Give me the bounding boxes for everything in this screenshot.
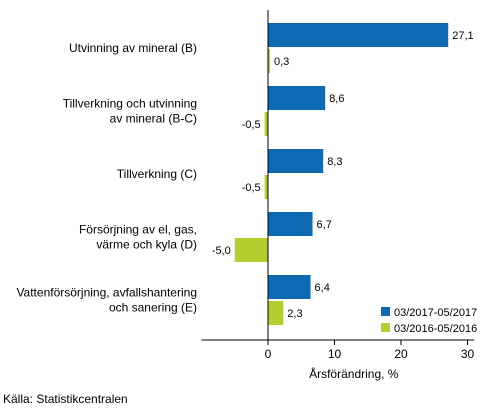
x-axis-ticks: 0 10 20 30	[265, 340, 475, 361]
legend-label: 03/2017-05/2017	[394, 307, 477, 319]
bar-series-2016	[264, 175, 268, 199]
data-label: -0,5	[242, 119, 261, 131]
category-label: Vattenförsörjning, avfallshantering och s…	[16, 286, 197, 315]
x-tick-label: 30	[461, 347, 475, 361]
x-tick-label: 0	[265, 347, 272, 361]
data-label: 8,3	[327, 156, 342, 168]
bar-series-2016	[264, 112, 268, 136]
legend-swatch	[381, 323, 390, 332]
data-label: 6,4	[315, 282, 330, 294]
category-label: Utvinning av mineral (B)	[69, 41, 197, 55]
category-label: Försörjning av el, gas, värme och kyla (D…	[79, 223, 197, 252]
bars-layer: 27,1 0,3 8,6 -0,5 8,3 -0,5 6,7 -5,0 6,4 2,3	[212, 23, 474, 325]
legend-swatch	[381, 307, 390, 316]
bar-series-2017	[268, 212, 313, 236]
bar-series-2017	[268, 23, 449, 47]
category-labels: Utvinning av mineral (B) Tillverkning och…	[16, 41, 197, 315]
data-label: 6,7	[317, 219, 332, 231]
x-tick-label: 10	[328, 347, 342, 361]
source-note: Källa: Statistikcentralen	[3, 392, 128, 406]
data-label: -5,0	[212, 245, 231, 257]
bar-series-2016	[268, 49, 270, 73]
category-label-line: Vattenförsörjning, avfallshantering	[16, 286, 197, 300]
data-label: 8,6	[329, 93, 344, 105]
bar-series-2017	[268, 86, 326, 110]
data-label: 2,3	[287, 308, 302, 320]
category-label-line: Försörjning av el, gas,	[79, 223, 197, 237]
bar-series-2017	[268, 275, 311, 299]
legend: 03/2017-05/2017 03/2016-05/2016	[381, 307, 477, 335]
category-label: Tillverkning (C)	[117, 167, 197, 181]
category-label-line: av mineral (B-C)	[110, 112, 197, 126]
data-label: 0,3	[274, 56, 289, 68]
category-label: Tillverkning och utvinning av mineral (B-…	[63, 97, 197, 126]
category-label-line: värme och kyla (D)	[96, 238, 197, 252]
category-label-line: Tillverkning (C)	[117, 167, 197, 181]
bar-series-2016	[268, 301, 284, 325]
data-label: 27,1	[452, 30, 473, 42]
category-label-line: Utvinning av mineral (B)	[69, 41, 197, 55]
x-tick-label: 20	[394, 347, 408, 361]
category-label-line: och sanering (E)	[109, 301, 197, 315]
category-label-line: Tillverkning och utvinning	[63, 97, 197, 111]
bar-series-2016	[234, 238, 268, 262]
data-label: -0,5	[242, 182, 261, 194]
legend-label: 03/2016-05/2016	[394, 323, 477, 335]
bar-series-2017	[268, 149, 324, 173]
x-axis-title: Årsförändring, %	[309, 366, 399, 381]
